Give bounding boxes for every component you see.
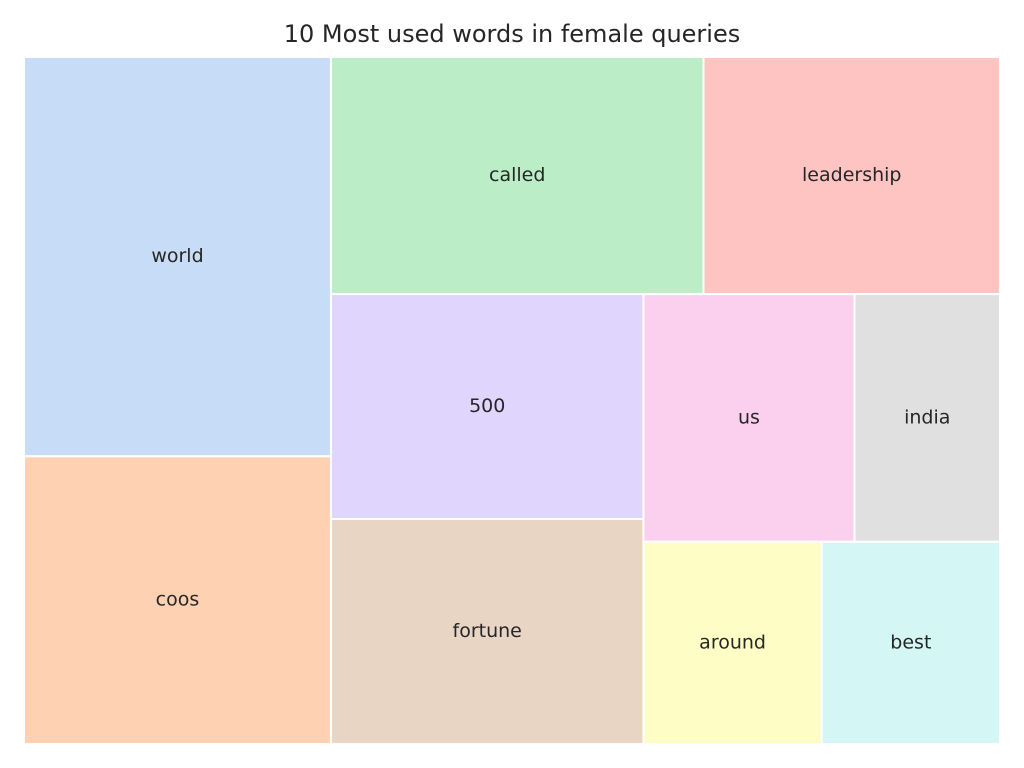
treemap-tile-group: leadership bbox=[702, 57, 1000, 296]
treemap-tile-label: coos bbox=[156, 589, 200, 611]
treemap-tile-label: best bbox=[890, 631, 931, 653]
treemap-tile-label: us bbox=[738, 406, 760, 428]
treemap-tile bbox=[24, 455, 332, 744]
treemap-tile-label: fortune bbox=[453, 620, 522, 642]
treemap-tile-group: world bbox=[24, 57, 332, 458]
treemap-tile bbox=[702, 57, 1000, 296]
treemap-tile-group: best bbox=[820, 540, 1000, 744]
treemap-tile bbox=[853, 293, 1000, 543]
treemap-tile-label: leadership bbox=[802, 164, 901, 186]
treemap-tile bbox=[642, 293, 856, 543]
treemap-tile-group: coos bbox=[24, 455, 332, 744]
treemap-tile-group: around bbox=[642, 540, 823, 744]
treemap-tile bbox=[329, 293, 645, 521]
treemap-plot-area: world coos called leadership 500 fortune us ind… bbox=[24, 57, 1000, 744]
treemap-tile-label: 500 bbox=[469, 395, 505, 417]
treemap-tile-group: us bbox=[642, 293, 856, 543]
treemap-tile bbox=[24, 57, 332, 458]
treemap-tile bbox=[642, 540, 823, 744]
treemap-svg: world coos called leadership 500 fortune us ind… bbox=[24, 57, 1000, 744]
treemap-tile-group: called bbox=[329, 57, 705, 296]
treemap-tile-label: called bbox=[489, 164, 545, 186]
treemap-tile-group: fortune bbox=[329, 518, 645, 744]
treemap-tile-label: world bbox=[151, 245, 203, 267]
treemap-tile bbox=[820, 540, 1000, 744]
treemap-tile-label: india bbox=[904, 406, 950, 428]
chart-title: 10 Most used words in female queries bbox=[283, 20, 741, 48]
treemap-tile-group: 500 bbox=[329, 293, 645, 521]
treemap-tile-label: around bbox=[699, 631, 766, 653]
treemap-tile-group: india bbox=[853, 293, 1000, 543]
